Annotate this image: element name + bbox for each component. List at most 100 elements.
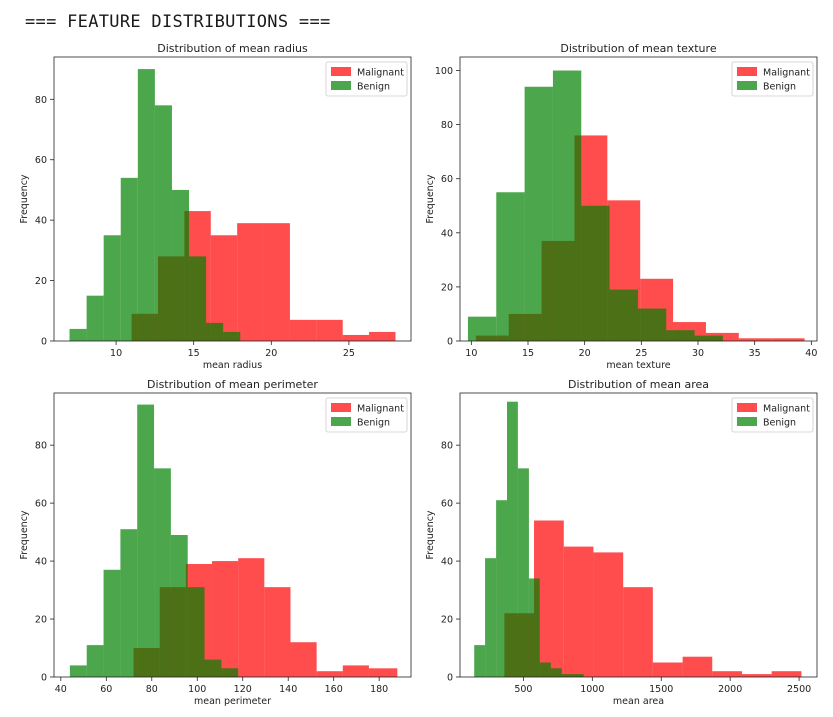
x-tick-label: 80 (146, 684, 158, 695)
y-axis-label: Frequency (19, 174, 30, 223)
x-tick-label: 35 (749, 348, 761, 359)
histogram-bar-malignant (212, 561, 239, 677)
plot-frame (53, 56, 412, 342)
legend-swatch-benign (331, 81, 351, 90)
histogram-bar-benign (524, 86, 553, 341)
y-tick-label: 100 (435, 66, 453, 77)
chart-title: Distribution of mean area (568, 378, 709, 391)
legend: Malignant Benign (731, 397, 814, 433)
histogram-bar-benign (496, 500, 507, 677)
x-tick-label: 140 (279, 684, 297, 695)
x-tick-label: 160 (325, 684, 343, 695)
series-malignant (504, 520, 802, 677)
y-tick-label: 60 (35, 499, 47, 510)
histogram-bar-malignant (742, 674, 772, 677)
subplot-mean-area: 500 1000 1500 2000 2500 0 20 40 60 80 Distribution… (425, 378, 818, 707)
histogram-bar-malignant (771, 671, 802, 677)
histogram-bar-benign (137, 69, 155, 341)
histogram-bar-malignant (652, 662, 683, 677)
y-tick-label: 0 (41, 673, 47, 684)
series-benign (467, 70, 723, 342)
plot-frame (53, 392, 412, 678)
x-tick-label: 100 (188, 684, 206, 695)
x-tick-label: 1500 (649, 684, 673, 695)
legend-swatch-benign (331, 417, 351, 426)
y-axis-label: Frequency (425, 510, 436, 559)
x-tick-label: 10 (465, 348, 477, 359)
histogram-bar-malignant (623, 587, 653, 677)
legend: Malignant Benign (325, 61, 408, 97)
legend-label-benign: Benign (763, 418, 796, 429)
histogram-bar-benign (204, 659, 222, 677)
legend-label-benign: Benign (763, 82, 796, 93)
histogram-bar-benign (507, 401, 518, 677)
x-tick-label: 40 (55, 684, 67, 695)
x-tick-label: 40 (805, 348, 817, 359)
chart-title: Distribution of mean radius (157, 42, 308, 55)
legend-label-malignant: Malignant (357, 404, 404, 415)
histogram-bar-benign (69, 665, 87, 677)
histogram-bar-benign (694, 335, 723, 341)
y-tick-label: 60 (441, 499, 453, 510)
histogram-bar-malignant (289, 319, 317, 341)
subplot-mean-texture: 10 15 20 25 30 35 40 0 20 40 60 80 100 Distribution o… (425, 42, 818, 371)
histogram-bar-malignant (368, 668, 398, 677)
histogram-bar-malignant (593, 552, 624, 677)
series-benign (474, 401, 584, 677)
y-tick-label: 40 (441, 228, 453, 239)
histogram-bar-malignant (290, 642, 317, 677)
y-tick-label: 0 (447, 673, 453, 684)
histogram-bar-benign (561, 674, 573, 677)
y-tick-label: 0 (41, 337, 47, 348)
x-tick-label: 20 (579, 348, 591, 359)
legend: Malignant Benign (731, 61, 814, 97)
histogram-bar-benign (137, 404, 155, 677)
y-tick-label: 80 (441, 441, 453, 452)
page-title: === FEATURE DISTRIBUTIONS === (25, 12, 331, 32)
plot-frame (459, 392, 818, 678)
histogram-bar-benign (581, 205, 610, 341)
x-axis-label: mean radius (203, 360, 262, 371)
legend-swatch-benign (737, 417, 757, 426)
histogram-bar-benign (120, 529, 138, 677)
x-tick-label: 30 (692, 348, 704, 359)
histogram-bar-benign (170, 535, 188, 677)
legend-label-malignant: Malignant (763, 404, 810, 415)
legend: Malignant Benign (325, 397, 408, 433)
series-benign (69, 69, 241, 341)
histogram-bar-benign (528, 578, 540, 677)
histogram-bar-benign (552, 70, 582, 342)
histogram-bar-benign (103, 235, 121, 341)
y-tick-label: 60 (35, 155, 47, 166)
y-tick-label: 60 (441, 174, 453, 185)
legend-swatch-malignant (331, 67, 351, 76)
y-tick-label: 80 (35, 441, 47, 452)
y-tick-label: 20 (441, 282, 453, 293)
y-tick-label: 0 (447, 337, 453, 348)
histogram-bar-malignant (369, 331, 396, 341)
subplot-mean-perimeter: 40 60 80 100 120 140 160 180 0 20 40 60 80 Distributi… (19, 378, 412, 707)
histogram-bar-benign (474, 645, 486, 677)
histogram-bar-malignant (342, 665, 369, 677)
histogram-bar-malignant (712, 671, 743, 677)
legend-label-benign: Benign (357, 82, 390, 93)
histogram-bar-malignant (263, 223, 290, 341)
chart-title: Distribution of mean perimeter (147, 378, 318, 391)
histogram-bar-benign (550, 668, 562, 677)
histogram-bar-malignant (264, 587, 291, 677)
histogram-bar-benign (637, 308, 667, 341)
histogram-bar-benign (517, 468, 529, 677)
histogram-bar-benign (206, 322, 224, 341)
legend-label-benign: Benign (357, 418, 390, 429)
histogram-bar-malignant (563, 546, 594, 677)
histogram-bar-benign (154, 105, 172, 341)
histogram-bar-benign (189, 256, 207, 341)
y-tick-label: 20 (441, 615, 453, 626)
x-tick-label: 25 (343, 348, 355, 359)
y-tick-label: 40 (35, 216, 47, 227)
histogram-bar-benign (223, 331, 241, 341)
histogram-bar-benign (103, 569, 121, 677)
y-axis-label: Frequency (19, 510, 30, 559)
legend-swatch-malignant (737, 67, 757, 76)
